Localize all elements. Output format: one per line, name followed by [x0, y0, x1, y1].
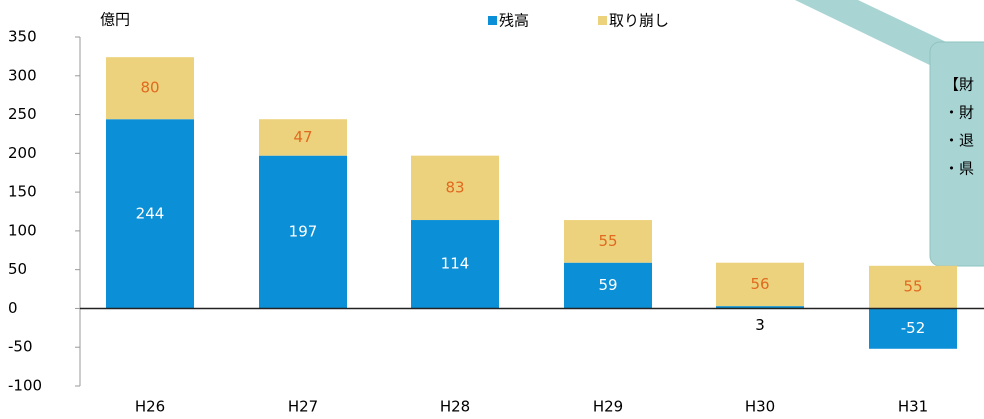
y-tick-label: 300: [8, 66, 37, 84]
y-tick-label: 200: [8, 144, 37, 162]
bar-segment: [564, 220, 652, 263]
callout-text: ・退: [944, 132, 974, 150]
value-label: 55: [903, 278, 922, 296]
bar-segment: [106, 119, 194, 309]
value-label: -52: [901, 319, 926, 337]
x-tick-label: H30: [745, 398, 775, 416]
bar-segment: [564, 262, 652, 309]
value-label: 59: [598, 276, 617, 294]
callout-text: ・県: [944, 160, 974, 178]
bar-segment: [411, 155, 499, 221]
x-tick-label: H26: [135, 398, 165, 416]
callout-text: 【財: [944, 76, 974, 94]
y-tick-label: 0: [8, 299, 18, 317]
legend-label: 残高: [499, 12, 529, 30]
legend-swatch: [488, 16, 497, 25]
value-label: 47: [293, 128, 312, 146]
y-tick-label: -50: [8, 338, 33, 356]
x-tick-label: H28: [440, 398, 470, 416]
value-label: 244: [136, 204, 165, 222]
value-label: 55: [598, 232, 617, 250]
x-tick-label: H29: [593, 398, 623, 416]
bar-segment: [411, 220, 499, 309]
callout-box: [929, 41, 984, 267]
legend-label: 取り崩し: [609, 12, 669, 30]
y-tick-label: -100: [8, 377, 42, 395]
bar-segment: [716, 262, 804, 307]
y-tick-label: 50: [8, 260, 27, 278]
bar-segment: [869, 265, 957, 309]
value-label: 197: [289, 223, 318, 241]
x-tick-label: H31: [898, 398, 928, 416]
x-tick-label: H27: [288, 398, 318, 416]
bar-segment: [716, 306, 804, 309]
value-label: 3: [755, 316, 765, 334]
value-label: 80: [140, 79, 159, 97]
value-label: 56: [750, 275, 769, 293]
value-label: 83: [445, 178, 464, 196]
unit-label: 億円: [100, 11, 130, 29]
value-label: 114: [441, 255, 470, 273]
bar-segment: [869, 308, 957, 349]
y-tick-label: 150: [8, 183, 37, 201]
y-tick-label: 250: [8, 105, 37, 123]
y-tick-label: 100: [8, 221, 37, 239]
callout-text: ・財: [944, 104, 974, 122]
y-tick-label: 350: [8, 28, 37, 46]
legend-swatch: [598, 16, 607, 25]
bar-segment: [106, 57, 194, 120]
bar-segment: [259, 155, 347, 309]
bar-segment: [259, 119, 347, 156]
